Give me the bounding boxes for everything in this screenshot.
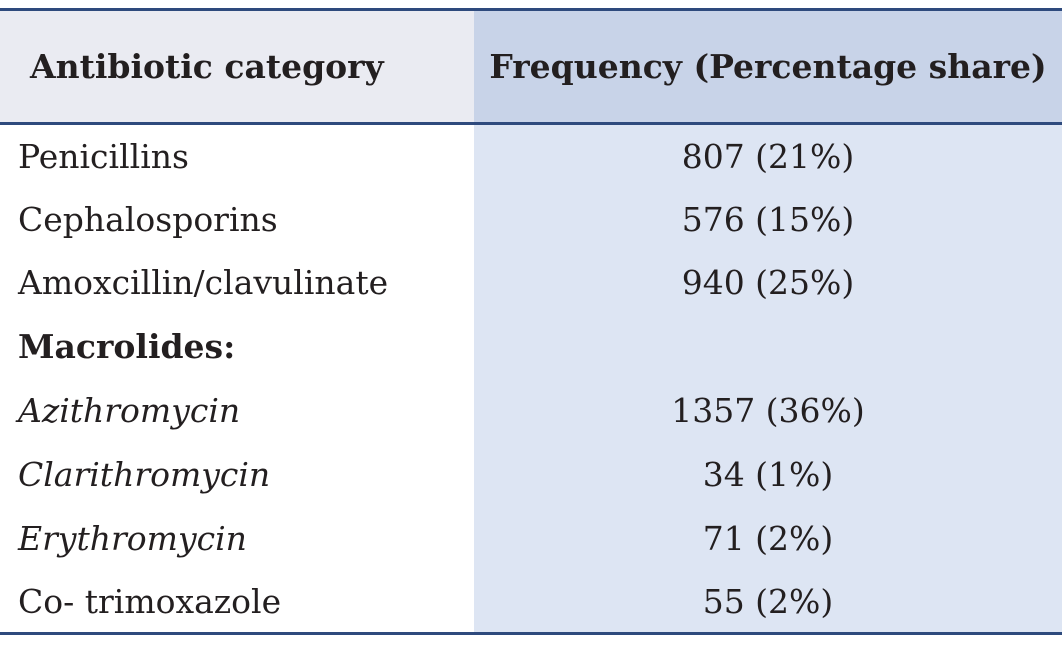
frequency-cell: 807 (21%) <box>474 123 1062 188</box>
table-row: Clarithromycin 34 (1%) <box>0 442 1062 507</box>
table-row: Amoxcillin/clavulinate 940 (25%) <box>0 251 1062 315</box>
category-cell: Amoxcillin/clavulinate <box>0 251 474 315</box>
frequency-cell <box>474 314 1062 379</box>
category-cell: Penicillins <box>0 123 474 188</box>
category-cell: Clarithromycin <box>0 442 474 507</box>
frequency-cell: 55 (2%) <box>474 570 1062 634</box>
category-cell: Cephalosporins <box>0 187 474 252</box>
table-row: Erythromycin 71 (2%) <box>0 506 1062 571</box>
table-row: Cephalosporins 576 (15%) <box>0 187 1062 252</box>
table-row: Azithromycin 1357 (36%) <box>0 378 1062 443</box>
category-cell: Azithromycin <box>0 378 474 443</box>
table-row: Penicillins 807 (21%) <box>0 123 1062 188</box>
frequency-cell: 34 (1%) <box>474 442 1062 507</box>
antibiotic-frequency-table: Antibiotic category Frequency (Percentag… <box>0 8 1062 636</box>
header-antibiotic-category: Antibiotic category <box>0 9 474 125</box>
frequency-cell: 1357 (36%) <box>474 378 1062 443</box>
category-cell: Co- trimoxazole <box>0 570 474 634</box>
frequency-cell: 71 (2%) <box>474 506 1062 571</box>
header-frequency: Frequency (Percentage share) <box>474 9 1062 125</box>
frequency-cell: 940 (25%) <box>474 251 1062 315</box>
category-group-label: Macrolides: <box>0 314 474 379</box>
table-row-group-heading: Macrolides: <box>0 314 1062 379</box>
frequency-cell: 576 (15%) <box>474 187 1062 252</box>
table-header-row: Antibiotic category Frequency (Percentag… <box>0 9 1062 125</box>
category-cell: Erythromycin <box>0 506 474 571</box>
table-row: Co- trimoxazole 55 (2%) <box>0 570 1062 634</box>
